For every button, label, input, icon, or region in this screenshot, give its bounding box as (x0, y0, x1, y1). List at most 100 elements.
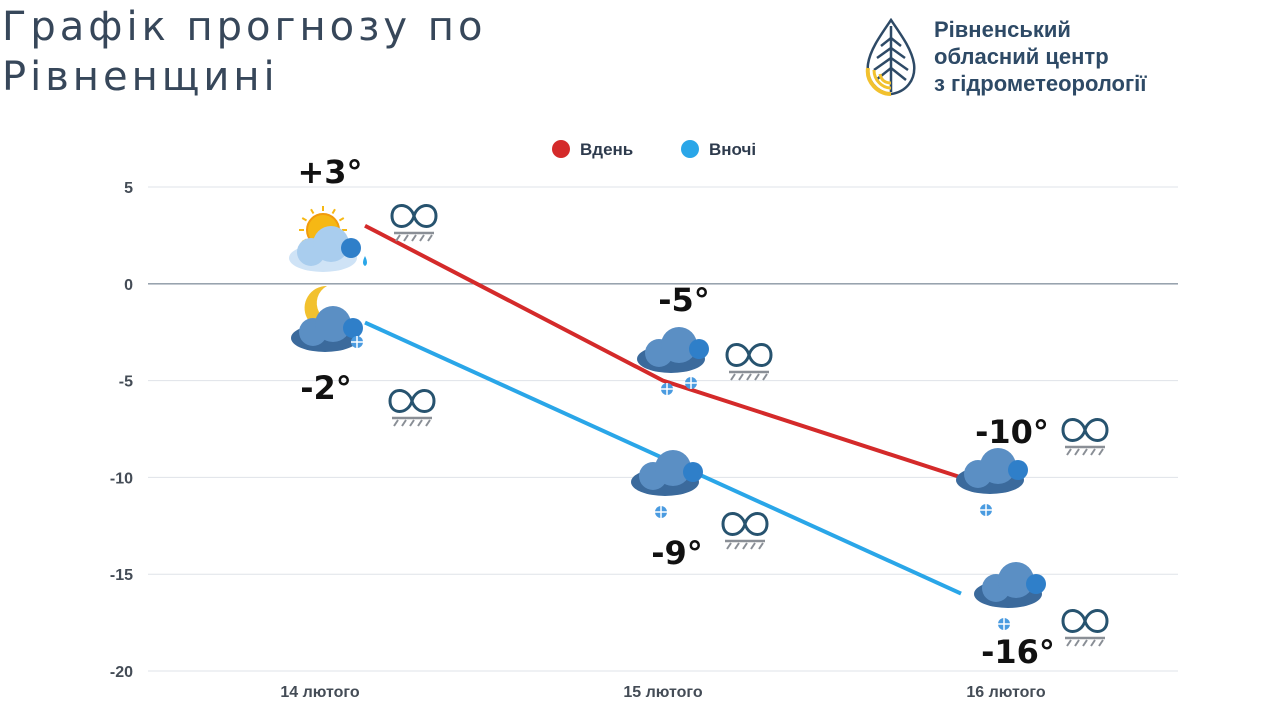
sun-ray (310, 208, 315, 215)
mist-icon (1061, 609, 1109, 633)
mist-hatch (738, 373, 744, 381)
mist-hatch (726, 542, 732, 550)
cloud-part (980, 448, 1016, 484)
y-tick-label: 5 (124, 180, 133, 197)
title-line-1: Графік прогнозу по (2, 4, 487, 50)
cloud-snow-icon (974, 562, 1046, 630)
cloud-part (313, 226, 349, 262)
x-tick-label: 16 лютого (966, 684, 1046, 701)
org-line-1: Рівненський (934, 17, 1071, 42)
cloud-part (661, 327, 697, 363)
rain-drop (363, 256, 367, 266)
mist-icon (725, 343, 773, 367)
x-tick-label: 14 лютого (280, 684, 360, 701)
mist-hatch (758, 542, 764, 550)
data-label-night: -9° (651, 534, 703, 572)
mist-icon (1061, 418, 1109, 442)
org-line-3: з гідрометеорології (934, 71, 1147, 96)
cloud-part (343, 318, 363, 338)
snowflake-mark (980, 504, 992, 516)
mist-hatch (746, 373, 752, 381)
snowflake-mark (685, 377, 697, 389)
mist-hatch (417, 419, 423, 427)
organization-brand: Рівненський обласний центр з гідрометеор… (862, 16, 1146, 97)
mist-hatch (762, 373, 768, 381)
data-label-night: -16° (981, 633, 1055, 671)
mist-hatch (750, 542, 756, 550)
mist-hatch (1066, 448, 1072, 456)
legend-marker (681, 140, 699, 158)
org-line-2: обласний центр (934, 44, 1109, 69)
mist-hatch (1082, 639, 1088, 647)
mist-icon (721, 512, 769, 536)
cloud-snow-icon (637, 327, 709, 395)
mist-hatch (1074, 639, 1080, 647)
cloud-part (315, 306, 351, 342)
mist-icon (1061, 418, 1109, 456)
sun-ray (301, 217, 308, 222)
cloud-part (689, 339, 709, 359)
mist-icon (725, 343, 773, 381)
legend-marker (552, 140, 570, 158)
mist-icon (390, 204, 438, 228)
mist-hatch (730, 373, 736, 381)
cloud-part (341, 238, 361, 258)
y-tick-label: 0 (124, 277, 133, 294)
partly-sunny-light-rain-icon (289, 206, 367, 272)
legend-label: Вдень (580, 140, 633, 159)
cloud-part (683, 462, 703, 482)
legend-label: Вночі (709, 140, 756, 159)
snowflake-mark (661, 383, 673, 395)
mist-icon (721, 512, 769, 550)
data-label-night: -2° (300, 369, 352, 407)
mist-hatch (411, 234, 417, 242)
chart-legend: Вдень Вночі (552, 140, 756, 159)
drop-leaf-logo-icon (865, 17, 916, 96)
mist-hatch (395, 234, 401, 242)
mist-hatch (409, 419, 415, 427)
mist-hatch (734, 542, 740, 550)
data-labels: +3° -5° -10° -2° -9° -16° (297, 153, 1054, 671)
mist-hatch (1098, 639, 1104, 647)
y-tick-label: -20 (110, 664, 133, 681)
mist-hatch (742, 542, 748, 550)
cloud-part (655, 450, 691, 486)
mist-hatch (425, 419, 431, 427)
sun-ray (331, 208, 336, 215)
snowflake-mark (655, 506, 667, 518)
weather-icons (289, 204, 1109, 647)
data-label-day: +3° (297, 153, 362, 191)
mist-icon (1061, 609, 1109, 647)
moon-cloud-snow-icon (291, 285, 363, 352)
mist-hatch (1098, 448, 1104, 456)
mist-hatch (1066, 639, 1072, 647)
mist-icon (390, 204, 438, 242)
y-tick-label: -15 (110, 567, 133, 584)
mist-hatch (403, 234, 409, 242)
x-tick-label: 15 лютого (623, 684, 703, 701)
data-label-day: -10° (975, 413, 1049, 451)
mist-hatch (1090, 448, 1096, 456)
sun-ray (338, 217, 345, 222)
y-tick-label: -10 (110, 470, 133, 487)
mist-hatch (401, 419, 407, 427)
cloud-part (1008, 460, 1028, 480)
mist-hatch (1074, 448, 1080, 456)
mist-hatch (393, 419, 399, 427)
data-label-day: -5° (658, 281, 710, 319)
mist-icon (388, 389, 436, 427)
mist-hatch (1090, 639, 1096, 647)
mist-hatch (419, 234, 425, 242)
cloud-part (998, 562, 1034, 598)
organization-name: Рівненський обласний центр з гідрометеор… (934, 16, 1146, 97)
title-line-2: Рівненщині (2, 54, 279, 100)
cloud-snow-icon (631, 450, 703, 518)
mist-hatch (1082, 448, 1088, 456)
snowflake-mark (998, 618, 1010, 630)
mist-icon (388, 389, 436, 413)
cloud-snow-icon (956, 448, 1028, 516)
page-title: Графік прогнозу по Рівненщині (2, 2, 486, 102)
cloud-part (1026, 574, 1046, 594)
mist-hatch (427, 234, 433, 242)
y-tick-label: -5 (119, 374, 133, 391)
